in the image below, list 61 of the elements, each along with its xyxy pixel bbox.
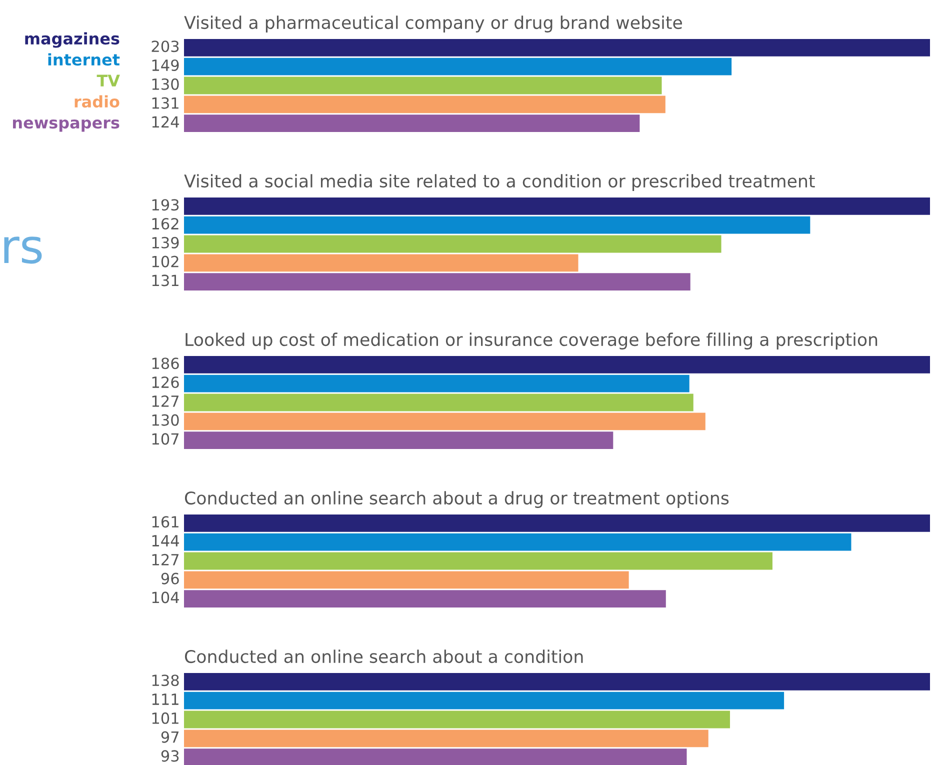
bar — [184, 96, 666, 114]
bar — [184, 374, 690, 392]
chart-title: Visited a pharmaceutical company or drug brand website — [184, 16, 682, 32]
bar — [184, 235, 722, 253]
text: internet — [48, 53, 120, 66]
chart-title: Conducted an online search about a condition — [184, 650, 583, 664]
data-label: 131 — [152, 97, 178, 109]
data-label: 193 — [152, 199, 179, 211]
bar — [184, 590, 666, 608]
bar — [184, 748, 687, 765]
bar — [184, 412, 706, 430]
bar — [184, 571, 629, 589]
data-label: 203 — [152, 40, 179, 52]
data-label: 144 — [152, 535, 179, 546]
bar — [184, 730, 708, 748]
text: newspapers — [13, 119, 120, 132]
data-label: 139 — [152, 236, 179, 248]
bar — [184, 394, 694, 412]
data-label: 107 — [152, 433, 179, 445]
bar — [184, 254, 578, 272]
bar — [184, 514, 930, 532]
data-label: 162 — [152, 218, 178, 230]
text: radio — [74, 95, 120, 108]
data-label: 161 — [152, 516, 178, 528]
bar — [184, 273, 690, 290]
bar — [184, 39, 930, 56]
data-label: 138 — [152, 674, 179, 686]
bar — [184, 216, 810, 234]
data-label: 130 — [152, 414, 179, 426]
data-label: 102 — [152, 256, 178, 268]
bar — [184, 356, 930, 374]
data-label: 126 — [152, 376, 179, 388]
chart-title: Conducted an online search about a drug or treatment options — [184, 491, 729, 508]
bar — [184, 198, 930, 215]
bar — [184, 533, 852, 551]
bar — [184, 58, 732, 76]
bar — [184, 76, 662, 94]
text: TV — [96, 74, 120, 86]
data-label: 127 — [152, 395, 179, 407]
chart-title: Looked up cost of medication or insurance coverage before filling a prescription — [186, 332, 878, 350]
text: rs — [4, 236, 42, 264]
text: magazines — [25, 32, 120, 48]
data-label: 127 — [152, 554, 179, 566]
bar — [184, 692, 784, 710]
data-label: 111 — [152, 694, 178, 705]
bar — [184, 552, 772, 570]
bar — [184, 114, 640, 132]
data-label: 186 — [152, 358, 179, 370]
data-label: 124 — [152, 116, 179, 128]
chart-title: Visited a social media site related to a condition or prescribed treatment — [184, 174, 815, 191]
data-label: 97 — [161, 731, 179, 743]
data-label: 149 — [152, 59, 179, 72]
data-label: 130 — [152, 78, 179, 90]
data-label: 131 — [152, 274, 178, 286]
bar — [184, 710, 730, 728]
data-label: 93 — [161, 750, 179, 762]
data-label: 104 — [152, 592, 179, 604]
data-label: 96 — [161, 572, 179, 584]
bar — [184, 432, 614, 449]
bar — [184, 673, 930, 690]
data-label: 101 — [152, 712, 178, 724]
